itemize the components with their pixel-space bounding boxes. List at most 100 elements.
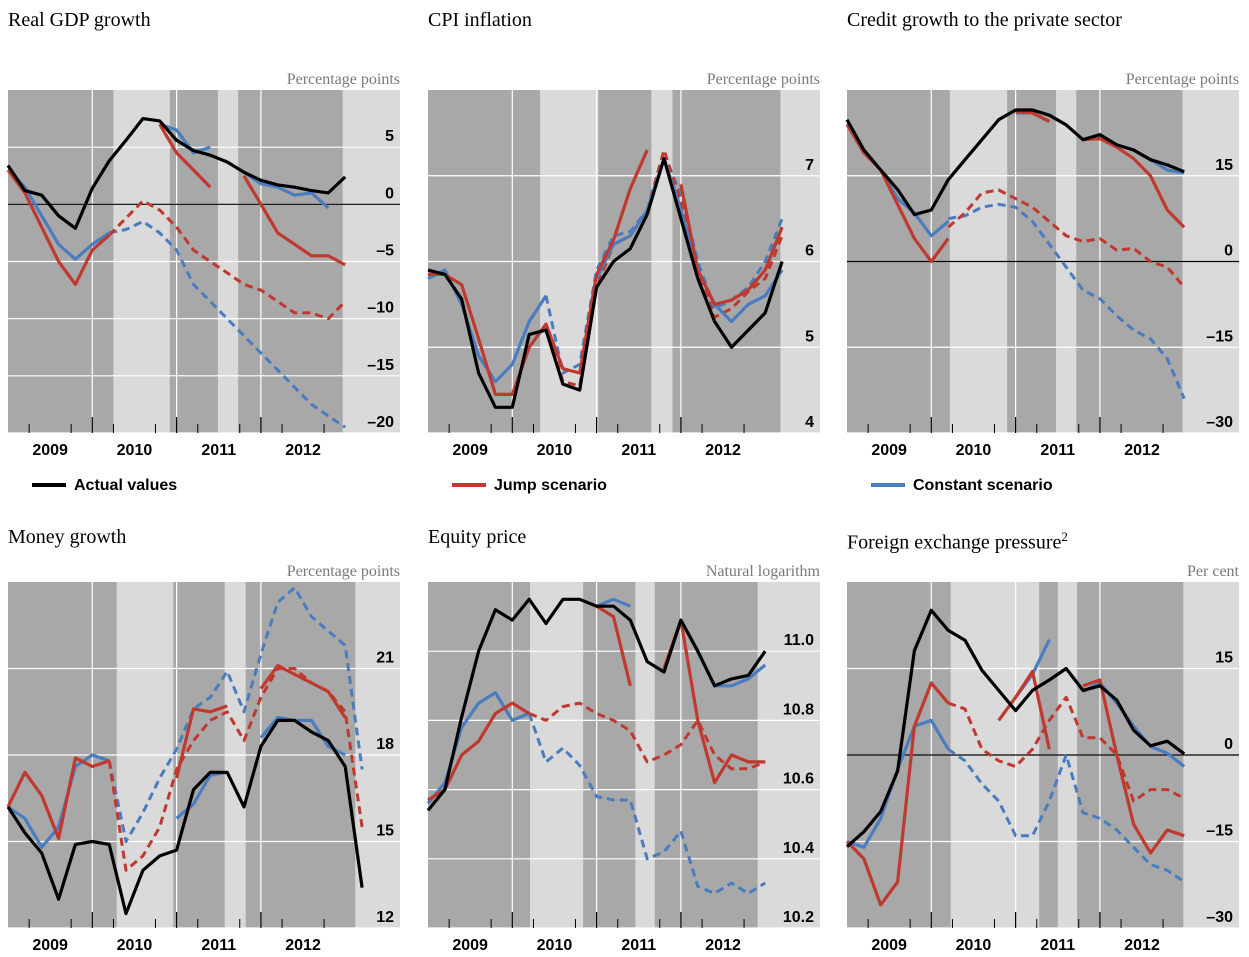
y-tick-label: 15: [1215, 157, 1233, 174]
series-line-dashed: [107, 667, 364, 872]
panel: Percentage points –20 –15 –10 –5 0 5 2009 2010 20…: [6, 71, 400, 459]
y-tick-label: 15: [1215, 650, 1233, 667]
series-line-dashed: [107, 586, 364, 843]
x-tick-label: 2009: [452, 442, 488, 459]
x-tick-label: 2011: [621, 442, 656, 459]
series-line-dashed: [527, 713, 766, 895]
x-tick-label: 2010: [956, 442, 992, 459]
panel: Natural logarithm 10.2 10.4 10.6 10.8 11.0 200…: [426, 563, 821, 954]
series-line-dashed: [947, 695, 1185, 803]
title-text: Real GDP growth: [8, 9, 151, 31]
y-tick-label: –15: [1206, 328, 1233, 345]
series-line-dashed: [947, 188, 1186, 289]
units-label: Per cent: [1187, 563, 1240, 580]
legend-label: Constant scenario: [913, 477, 1053, 494]
y-tick-label: 15: [376, 823, 394, 840]
shaded-period: [583, 582, 636, 928]
title-text: CPI inflation: [428, 9, 532, 31]
panel-title: Credit growth to the private sector: [847, 8, 1127, 32]
y-tick-label: 0: [1224, 736, 1233, 753]
series-line: [6, 718, 364, 916]
x-tick-label: 2011: [201, 442, 236, 459]
panel: Percentage points 4 5 6 7 2009 2010 2011 2012: [427, 71, 820, 459]
y-tick-label: –10: [367, 300, 394, 317]
panel-title: Real GDP growth: [8, 8, 288, 32]
series-line-dashed: [108, 199, 347, 321]
series-line: [6, 117, 347, 230]
panel-title: Equity price: [428, 525, 708, 549]
x-tick-label: 2009: [452, 937, 488, 954]
x-tick-label: 2012: [285, 442, 321, 459]
units-label: Percentage points: [1126, 71, 1239, 88]
panel-title: Money growth: [8, 525, 288, 549]
y-tick-label: 4: [805, 414, 814, 431]
x-tick-label: 2009: [32, 442, 68, 459]
shaded-period: [428, 582, 531, 928]
x-tick-label: 2010: [117, 442, 153, 459]
x-tick-label: 2011: [621, 937, 656, 954]
y-tick-label: 10.4: [783, 840, 814, 857]
series-line-dashed: [108, 220, 347, 429]
y-tick-label: –15: [1206, 823, 1233, 840]
x-tick-label: 2011: [201, 937, 236, 954]
x-tick-label: 2012: [705, 442, 741, 459]
series-line: [6, 122, 330, 261]
y-tick-label: 5: [805, 328, 814, 345]
series-line: [845, 108, 1185, 217]
units-label: Percentage points: [287, 71, 400, 88]
series-line: [6, 664, 347, 841]
y-tick-label: –20: [367, 414, 394, 431]
y-tick-label: –15: [367, 357, 394, 374]
series-line: [426, 597, 767, 812]
y-tick-label: 18: [376, 736, 394, 753]
y-tick-label: –30: [1206, 909, 1233, 926]
x-tick-label: 2012: [1124, 442, 1160, 459]
panel-title: CPI inflation: [428, 8, 708, 32]
title-text: Foreign exchange pressure: [847, 531, 1062, 554]
y-tick-label: 7: [805, 157, 814, 174]
y-tick-label: –5: [376, 243, 394, 260]
y-tick-label: 6: [805, 243, 814, 260]
x-tick-label: 2010: [537, 937, 573, 954]
y-tick-label: 11.0: [784, 632, 814, 649]
x-tick-label: 2010: [117, 937, 153, 954]
series-line: [6, 123, 346, 286]
panel-title: Foreign exchange pressure2: [847, 525, 1127, 555]
y-tick-label: 10.6: [783, 771, 814, 788]
x-tick-label: 2010: [956, 937, 992, 954]
y-tick-label: 12: [376, 909, 394, 926]
series-line: [428, 149, 784, 396]
units-label: Natural logarithm: [706, 563, 821, 580]
series-line: [845, 110, 1186, 264]
series-line-dashed: [528, 701, 766, 771]
y-tick-label: 5: [385, 128, 394, 145]
series-line: [845, 608, 1186, 848]
legend-label: Actual values: [74, 477, 177, 494]
y-tick-label: –30: [1206, 414, 1233, 431]
legend-label: Jump scenario: [494, 477, 607, 494]
x-tick-label: 2009: [871, 937, 907, 954]
series-line-dashed: [947, 202, 1186, 400]
title-text: Money growth: [8, 526, 127, 548]
units-label: Percentage points: [707, 71, 820, 88]
x-tick-label: 2010: [537, 442, 573, 459]
x-tick-label: 2009: [871, 442, 907, 459]
title-text: Credit growth to the private sector: [847, 9, 1122, 31]
units-label: Percentage points: [287, 563, 400, 580]
panel: Percentage points 12 15 18 21 2009 2010 2011 201…: [6, 563, 400, 954]
y-tick-label: 0: [385, 185, 394, 202]
x-tick-label: 2009: [32, 937, 68, 954]
title-text: Equity price: [428, 526, 527, 548]
x-tick-label: 2012: [285, 937, 321, 954]
series-line: [845, 669, 1185, 907]
x-tick-label: 2011: [1040, 937, 1075, 954]
x-tick-label: 2011: [1040, 442, 1075, 459]
x-tick-label: 2012: [705, 937, 741, 954]
series-line: [427, 157, 784, 409]
y-tick-label: 21: [376, 650, 394, 667]
panel: Per cent –30 –15 0 15 2009 2010 2011 2012: [845, 563, 1240, 954]
title-superscript: 2: [1061, 529, 1068, 544]
y-tick-label: 10.8: [783, 701, 814, 718]
